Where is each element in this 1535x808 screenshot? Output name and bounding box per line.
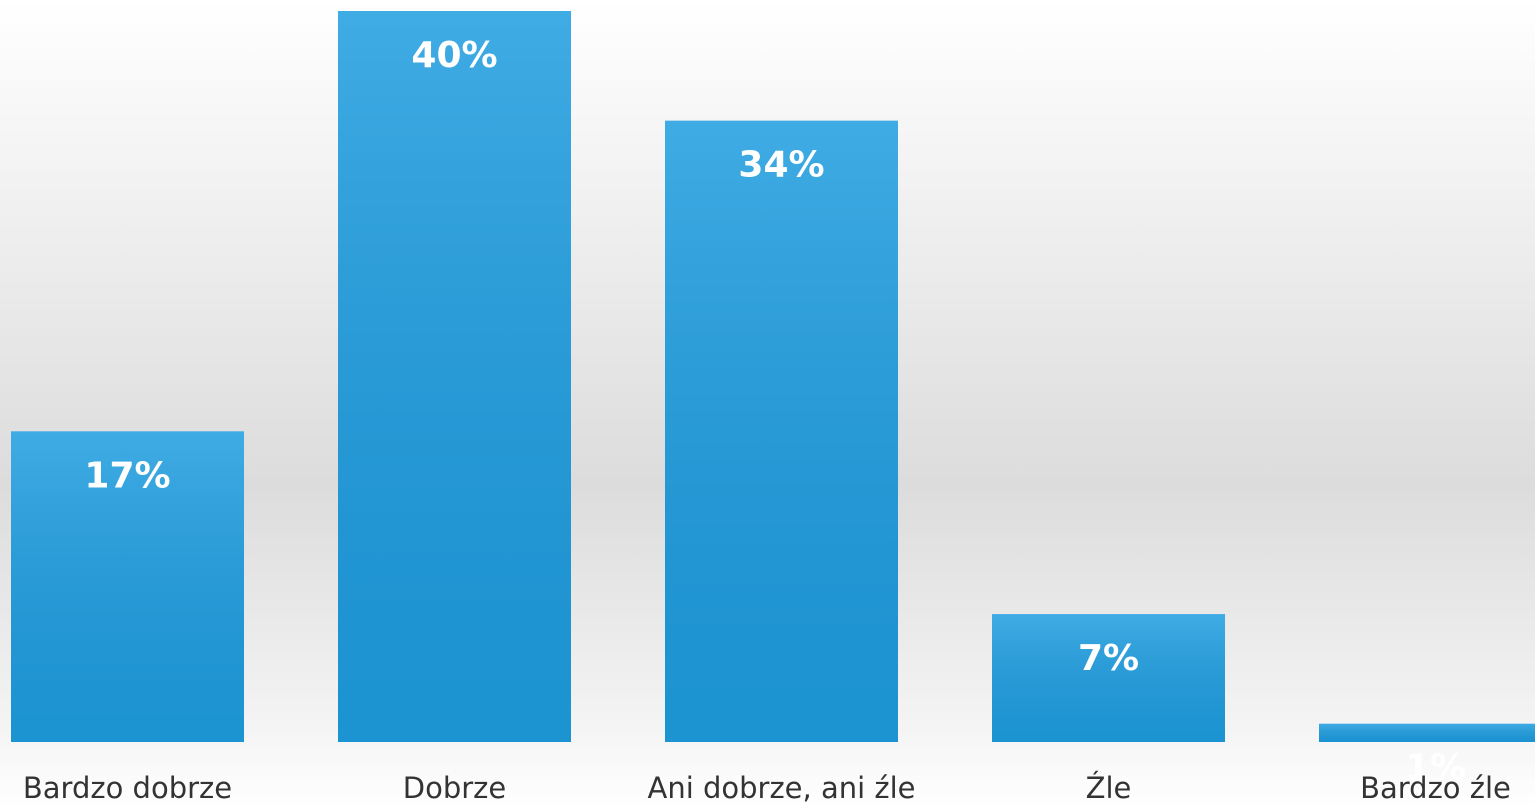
value-label: 1% xyxy=(1405,748,1466,789)
bar-shine xyxy=(11,431,244,742)
bar-shine xyxy=(992,614,1225,742)
value-label: 40% xyxy=(411,35,497,76)
bar-shine xyxy=(1319,723,1535,742)
x-tick-label: Bardzo źle xyxy=(1360,771,1511,805)
x-tick-label: Źle xyxy=(1086,771,1132,805)
value-label: 17% xyxy=(84,455,170,496)
bar-shine xyxy=(665,120,898,742)
x-tick-label: Ani dobrze, ani źle xyxy=(647,771,915,805)
bar-shine xyxy=(338,11,571,742)
value-label: 34% xyxy=(738,145,824,186)
x-tick-label: Dobrze xyxy=(403,771,506,805)
x-tick-label: Bardzo dobrze xyxy=(23,771,232,805)
value-label: 7% xyxy=(1078,638,1139,679)
